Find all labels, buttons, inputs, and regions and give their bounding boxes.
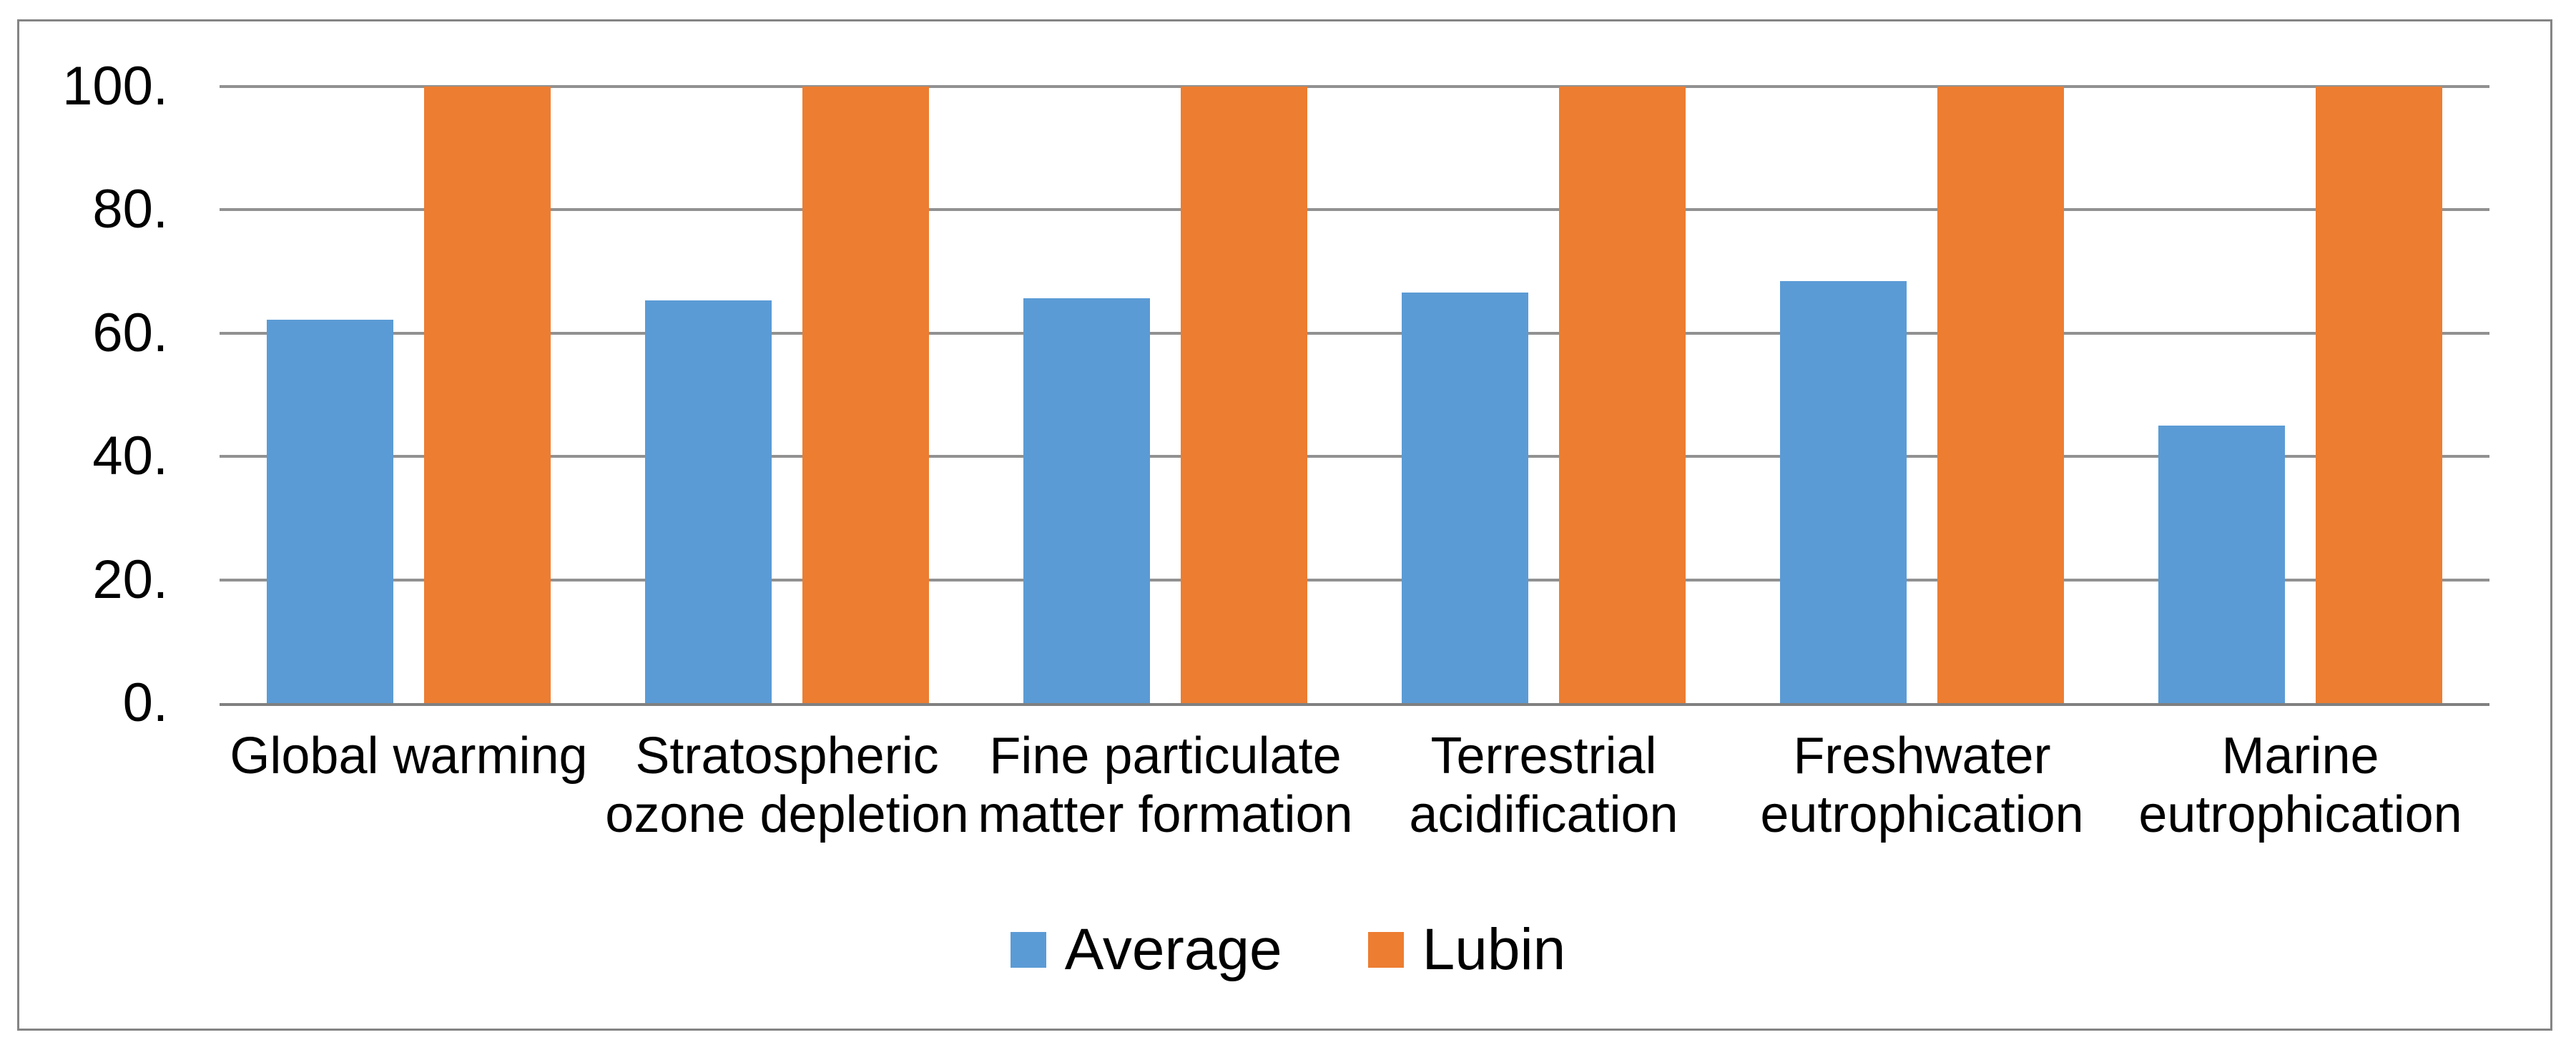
gridline-100 (220, 85, 2489, 88)
bar-group-5 (2111, 87, 2489, 703)
bar-group-3 (1355, 87, 1733, 703)
bar-lubin-4 (1937, 87, 2064, 703)
bar-group-1 (598, 87, 976, 703)
bar-lubin-5 (2316, 87, 2442, 703)
plot-area (220, 85, 2489, 706)
bar-group-2 (976, 87, 1355, 703)
gridline-20 (220, 578, 2489, 582)
x-axis-label-5: Marine eutrophication (2138, 727, 2462, 843)
gridline-60 (220, 331, 2489, 335)
legend-item-lubin: Lubin (1367, 917, 1566, 982)
y-tick-label-60: 60. (92, 302, 168, 363)
bar-lubin-0 (424, 87, 551, 703)
y-axis-tick-labels: 100. 80. 60. 40. 20. 0. (0, 0, 168, 1050)
bar-average-0 (267, 319, 393, 703)
y-tick-label-40: 40. (92, 426, 168, 487)
x-axis-label-3: Terrestrial acidification (1409, 727, 1678, 843)
x-axis-line (220, 703, 2489, 706)
legend-swatch-average-icon (1010, 932, 1046, 968)
bar-lubin-3 (1559, 87, 1686, 703)
bar-group-0 (220, 87, 598, 703)
bar-group-4 (1733, 87, 2111, 703)
x-axis-label-1: Stratospheric ozone depletion (605, 727, 969, 843)
gridline-80 (220, 208, 2489, 212)
bar-average-5 (2158, 426, 2285, 703)
bar-lubin-1 (802, 87, 929, 703)
legend-label-average: Average (1064, 917, 1282, 982)
bar-lubin-2 (1181, 87, 1307, 703)
bar-average-4 (1780, 280, 1907, 703)
legend-swatch-lubin-icon (1367, 932, 1404, 968)
x-axis-label-2: Fine particulate matter formation (978, 727, 1353, 843)
y-tick-label-100: 100. (62, 56, 168, 117)
y-tick-label-80: 80. (92, 179, 168, 240)
y-tick-label-20: 20. (92, 549, 168, 610)
legend: Average Lubin (0, 918, 2576, 982)
legend-label-lubin: Lubin (1422, 917, 1566, 982)
bar-average-2 (1023, 298, 1150, 703)
x-axis-label-4: Freshwater eutrophication (1760, 727, 2084, 843)
x-axis-label-0: Global warming (230, 727, 588, 785)
bar-groups (220, 87, 2489, 703)
x-axis-category-labels: Global warming Stratospheric ozone depleti… (220, 727, 2489, 844)
chart-border (17, 19, 2552, 1031)
legend-item-average: Average (1010, 917, 1282, 982)
bar-average-3 (1402, 292, 1528, 703)
gridline-40 (220, 455, 2489, 458)
bar-average-1 (645, 300, 772, 703)
y-tick-label-0: 0. (122, 672, 168, 733)
